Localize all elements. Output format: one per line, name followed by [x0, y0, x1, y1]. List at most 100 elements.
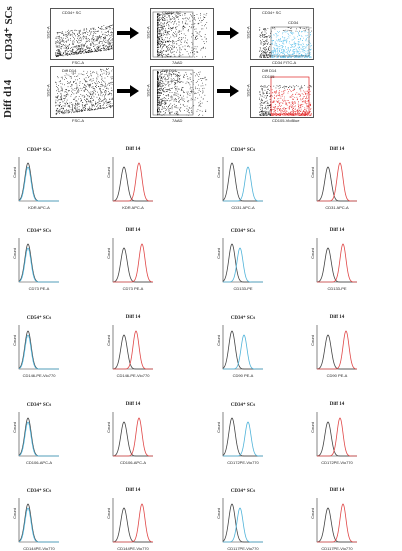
histogram-title: Diff 14	[316, 147, 358, 152]
histogram-title: Diff 14	[316, 488, 358, 493]
histogram-x-label: CD31 APC-A	[222, 205, 264, 210]
histogram-title: CD34⁺ SCs	[18, 147, 60, 153]
positive-series-line	[19, 335, 59, 369]
histogram-title: CD34⁺ SCs	[222, 488, 264, 494]
histogram-x-label: CD146-PE-Vio770	[18, 373, 60, 378]
scatter-gate-label: Diff D14	[62, 68, 76, 73]
arrow-icon	[117, 85, 139, 97]
histogram-y-label: Count	[310, 167, 315, 178]
histogram-x-label: CD73 PE-A	[112, 286, 154, 291]
histogram-title: Diff 14	[112, 488, 154, 493]
histogram-title: Diff 14	[316, 228, 358, 233]
scatter-y-label: SSC-A	[246, 26, 251, 38]
scatter-x-label: CD105-VioBlue	[272, 118, 300, 123]
positive-series-line	[113, 244, 153, 282]
histogram-x-label: CD31 APC-A	[316, 205, 358, 210]
histogram-y-label: Count	[216, 335, 221, 346]
histogram-y-label: Count	[310, 422, 315, 433]
histogram-x-label: KDR APC-A	[112, 205, 154, 210]
histogram-x-label: CD117PE-Vio770	[222, 546, 264, 551]
scatter-row2-2	[150, 66, 214, 118]
positive-series-line	[113, 331, 153, 369]
scatter-gate-label-2: CD105	[262, 74, 274, 79]
histogram-title: CD34⁺ SCs	[18, 488, 60, 494]
histogram-x-label: CD106-APC-A	[112, 460, 154, 465]
histogram-title: CD34⁺ SCs	[222, 402, 264, 408]
positive-series-line	[223, 422, 263, 456]
histogram-x-label: CD133-PE	[316, 286, 358, 291]
histogram-x-label: CD144PE-Vio770	[112, 546, 154, 551]
histogram-y-label: Count	[310, 248, 315, 259]
histogram-title: CD54⁺ SCs	[18, 315, 60, 321]
histogram-y-label: Count	[216, 248, 221, 259]
histogram-title: Diff 14	[316, 315, 358, 320]
positive-series-line	[223, 248, 263, 282]
histogram-title: CD34⁺ SCs	[222, 228, 264, 234]
positive-series-line	[317, 331, 357, 369]
control-series-line	[223, 163, 263, 201]
scatter-gate-label: Diff D14	[262, 68, 276, 73]
positive-series-line	[19, 248, 59, 282]
positive-series-line	[19, 422, 59, 456]
positive-series-line	[19, 167, 59, 201]
scatter-y-label: SSC-A	[246, 84, 251, 96]
scatter-y-label: SSC-A	[146, 26, 151, 38]
positive-series-line	[317, 163, 357, 201]
positive-series-line	[113, 418, 153, 456]
histogram-x-label: CD117PE-Vio770	[316, 546, 358, 551]
positive-series-line	[317, 244, 357, 282]
positive-series-line	[113, 163, 153, 201]
histogram-title: CD34⁺ SCs	[18, 402, 60, 408]
scatter-x-label: CD34 FITC-A	[272, 60, 296, 65]
scatter-gate-label: CD34+ SC	[162, 10, 181, 15]
histogram-title: CD34⁺ SCs	[222, 147, 264, 153]
histogram-y-label: Count	[310, 335, 315, 346]
histogram-y-label: Count	[12, 508, 17, 519]
histogram-y-label: Count	[310, 508, 315, 519]
histogram-y-label: Count	[12, 248, 17, 259]
histogram-x-label: CD90 PE-A	[222, 373, 264, 378]
control-series-line	[113, 508, 153, 542]
histogram-x-label: CD133-PE	[222, 286, 264, 291]
histogram-y-label: Count	[216, 167, 221, 178]
histogram-y-label: Count	[12, 335, 17, 346]
histogram-y-label: Count	[106, 335, 111, 346]
histogram-x-label: CD146-PE-Vio770	[112, 373, 154, 378]
scatter-row1-3	[250, 8, 314, 60]
control-series-line	[223, 418, 263, 456]
scatter-row1-1	[50, 8, 114, 60]
histogram-y-label: Count	[106, 422, 111, 433]
control-series-line	[317, 335, 357, 369]
positive-series-line	[223, 167, 263, 201]
histogram-title: CD34⁺ SCs	[222, 315, 264, 321]
scatter-gate-label-2: CD34	[288, 20, 298, 25]
scatter-x-label: 7AAD	[172, 60, 182, 65]
histogram-x-label: CD73 PE-A	[18, 286, 60, 291]
row-label-cd34: CD34⁺ SCs	[2, 10, 15, 60]
control-series-line	[113, 248, 153, 282]
arrow-icon	[217, 27, 239, 39]
scatter-gate-label: CD34+ SC	[262, 10, 281, 15]
histogram-title: CD34⁺ SCs	[18, 228, 60, 234]
scatter-x-label: FSC-A	[72, 60, 84, 65]
positive-series-line	[223, 335, 263, 369]
histogram-y-label: Count	[12, 422, 17, 433]
scatter-x-label: 7AAD	[172, 118, 182, 123]
arrow-icon	[117, 27, 139, 39]
histogram-y-label: Count	[216, 422, 221, 433]
histogram-x-label: KDR APC-A	[18, 205, 60, 210]
positive-series-line	[223, 508, 263, 542]
